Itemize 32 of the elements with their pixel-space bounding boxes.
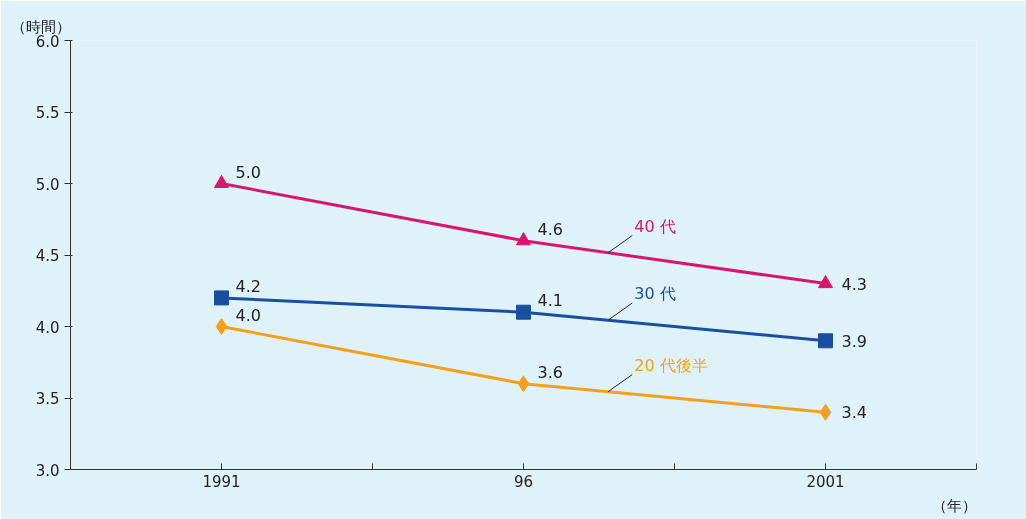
data-label: 4.1 — [537, 291, 563, 311]
data-label: 4.0 — [235, 305, 261, 325]
point — [516, 232, 531, 246]
y-tick-label: 5.0 — [35, 175, 60, 194]
series-label: 30 代 — [634, 284, 676, 304]
point — [819, 403, 832, 421]
y-tick-label: 4.0 — [35, 318, 60, 337]
data-label: 3.6 — [537, 362, 563, 382]
point — [517, 375, 530, 393]
x-tick-label: 1991 — [202, 472, 241, 491]
data-label: 3.9 — [841, 331, 867, 351]
point — [215, 318, 228, 335]
point — [214, 174, 229, 189]
data-label: 4.6 — [537, 219, 563, 239]
y-tick-label: 3.5 — [35, 390, 60, 408]
y-tick-label: 4.5 — [35, 247, 60, 265]
series-label: 40 代 — [634, 216, 676, 236]
y-axis-title: （時間） — [10, 17, 71, 36]
series-label: 20 代後半 — [634, 355, 708, 375]
x-tick-label: 2001 — [806, 472, 845, 491]
point — [214, 290, 229, 306]
data-label: 4.2 — [235, 276, 261, 296]
y-tick-label: 5.5 — [35, 104, 60, 122]
data-label: 3.4 — [841, 403, 867, 423]
data-label: 4.3 — [841, 274, 867, 294]
point — [516, 304, 531, 320]
x-tick-label: 96 — [513, 472, 534, 491]
point — [818, 275, 833, 289]
y-tick-label: 3.0 — [35, 461, 60, 480]
point — [818, 333, 833, 349]
data-label: 5.0 — [235, 162, 261, 182]
x-axis-title: （年） — [931, 496, 977, 515]
